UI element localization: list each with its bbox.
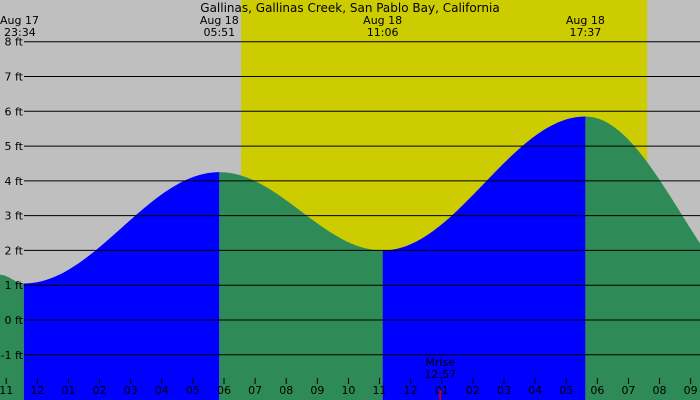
- y-tick-labels: 8 ft 7 ft 6 ft 5 ft 4 ft 3 ft 2 ft 1 ft 0 ft -1 f…: [1, 36, 24, 362]
- hour-label: 06: [590, 384, 604, 397]
- tide-segment-falling: [585, 116, 700, 400]
- tide-segment-rising: [382, 116, 586, 400]
- hour-label: 05: [559, 384, 573, 397]
- y-tick-label: 5 ft: [5, 140, 24, 153]
- hour-label: 05: [186, 384, 200, 397]
- y-tick-label: -1 ft: [1, 349, 24, 362]
- hour-label: 04: [528, 384, 542, 397]
- hour-label: 11: [0, 384, 13, 397]
- tide-segment-falling: [0, 274, 24, 400]
- y-tick-label: 0 ft: [5, 314, 24, 327]
- x-tick-labels: 11 12 01 02 03 04 05 06 07 08 09 10 11 12 01 02 03 04 05 06…: [0, 378, 698, 397]
- tide-event-date: Aug 17: [0, 14, 39, 27]
- hour-label: 10: [341, 384, 355, 397]
- hour-label: 01: [61, 384, 75, 397]
- hour-label: 12: [30, 384, 44, 397]
- chart-title: Gallinas, Gallinas Creek, San Pablo Bay,…: [200, 1, 499, 15]
- y-tick-label: 2 ft: [5, 244, 24, 257]
- tide-event-date: Aug 18: [200, 14, 239, 27]
- tide-segment-rising: [23, 172, 220, 400]
- tide-event-date: Aug 18: [363, 14, 402, 27]
- hour-label: 09: [684, 384, 698, 397]
- y-tick-label: 7 ft: [5, 71, 24, 84]
- y-tick-label: 8 ft: [5, 36, 24, 49]
- tide-event-time: 11:06: [367, 26, 399, 39]
- hour-label: 03: [497, 384, 511, 397]
- y-tick-label: 3 ft: [5, 210, 24, 223]
- y-tick-label: 6 ft: [5, 105, 24, 118]
- tide-areas: [0, 116, 700, 400]
- y-tick-label: 1 ft: [5, 279, 24, 292]
- hour-label: 07: [248, 384, 262, 397]
- hour-label: 11: [373, 384, 387, 397]
- hour-label: 06: [217, 384, 231, 397]
- grid-lines: [24, 41, 700, 356]
- tide-segment-falling: [219, 172, 383, 400]
- moon-event-time: 12:57: [424, 368, 456, 381]
- hour-label: 08: [653, 384, 667, 397]
- hour-label: 08: [279, 384, 293, 397]
- hour-label: 07: [621, 384, 635, 397]
- hour-label: 04: [155, 384, 169, 397]
- tide-event-time: 05:51: [203, 26, 235, 39]
- tide-event-time: 23:34: [4, 26, 36, 39]
- hour-label: 12: [404, 384, 418, 397]
- tide-event-date: Aug 18: [566, 14, 605, 27]
- tide-event-time: 17:37: [570, 26, 602, 39]
- moon-event-label: Mrise: [425, 356, 455, 369]
- hour-label: 02: [466, 384, 480, 397]
- y-tick-label: 4 ft: [5, 175, 24, 188]
- hour-label: 03: [124, 384, 138, 397]
- hour-label: 02: [93, 384, 107, 397]
- hour-label: 01: [435, 384, 449, 397]
- hour-label: 09: [310, 384, 324, 397]
